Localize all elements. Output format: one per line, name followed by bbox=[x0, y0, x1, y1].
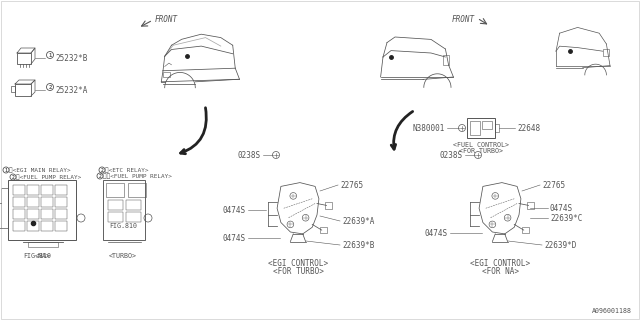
Text: 0238S: 0238S bbox=[440, 150, 463, 159]
Bar bbox=[320, 227, 328, 233]
Text: FRONT: FRONT bbox=[155, 14, 178, 23]
Text: 22765: 22765 bbox=[340, 180, 363, 189]
Text: <EGI CONTROL>: <EGI CONTROL> bbox=[268, 259, 328, 268]
Bar bbox=[27, 185, 39, 195]
Bar bbox=[495, 124, 499, 132]
Bar bbox=[482, 121, 492, 129]
Bar bbox=[163, 72, 170, 77]
Text: 22765: 22765 bbox=[542, 180, 565, 189]
Bar bbox=[55, 185, 67, 195]
Text: FRONT: FRONT bbox=[452, 14, 475, 23]
Bar bbox=[55, 209, 67, 219]
Text: 2: 2 bbox=[100, 167, 104, 172]
Text: <FOR TURBO>: <FOR TURBO> bbox=[273, 267, 323, 276]
Text: 25232*A: 25232*A bbox=[55, 85, 88, 94]
Text: ②<FUEL PUMP RELAY>: ②<FUEL PUMP RELAY> bbox=[16, 174, 81, 180]
Bar bbox=[15, 84, 31, 96]
Bar bbox=[126, 200, 141, 210]
Bar bbox=[41, 209, 53, 219]
Bar bbox=[522, 227, 529, 233]
Bar bbox=[527, 202, 534, 209]
Text: ②②<FUEL PUMP RELAY>: ②②<FUEL PUMP RELAY> bbox=[103, 173, 172, 179]
Bar bbox=[8, 180, 76, 240]
Text: 0474S: 0474S bbox=[550, 204, 573, 212]
Text: 0474S: 0474S bbox=[425, 228, 448, 237]
Bar bbox=[126, 212, 141, 222]
Bar bbox=[324, 202, 332, 209]
Text: <FUEL CONTROL>: <FUEL CONTROL> bbox=[453, 142, 509, 148]
Text: 2: 2 bbox=[49, 84, 52, 90]
Text: ①<EGI MAIN RELAY>: ①<EGI MAIN RELAY> bbox=[9, 167, 70, 173]
Bar bbox=[17, 53, 31, 64]
Text: 1: 1 bbox=[4, 167, 8, 172]
Text: 22639*D: 22639*D bbox=[544, 241, 577, 250]
Bar bbox=[103, 180, 145, 240]
Bar bbox=[108, 200, 123, 210]
Text: <FOR NA>: <FOR NA> bbox=[481, 267, 518, 276]
Bar bbox=[467, 118, 495, 138]
Text: 25232*B: 25232*B bbox=[55, 53, 88, 62]
Bar bbox=[27, 221, 39, 231]
Text: 0474S: 0474S bbox=[223, 234, 246, 243]
Text: <EGI CONTROL>: <EGI CONTROL> bbox=[470, 259, 530, 268]
Text: N380001: N380001 bbox=[413, 124, 445, 132]
Bar bbox=[28, 242, 58, 247]
Bar bbox=[13, 185, 25, 195]
Bar bbox=[11, 86, 15, 92]
Bar bbox=[27, 209, 39, 219]
Text: <FOR TURBO>: <FOR TURBO> bbox=[459, 148, 503, 154]
Bar bbox=[106, 183, 124, 197]
Bar bbox=[470, 121, 480, 135]
Bar bbox=[13, 197, 25, 207]
Text: ②<ETC RELAY>: ②<ETC RELAY> bbox=[105, 167, 148, 173]
Text: A096001188: A096001188 bbox=[592, 308, 632, 314]
Text: 0474S: 0474S bbox=[223, 205, 246, 214]
Bar bbox=[41, 197, 53, 207]
Text: 1: 1 bbox=[49, 52, 52, 58]
Bar bbox=[443, 55, 449, 65]
Text: <TURBO>: <TURBO> bbox=[109, 253, 137, 259]
Text: FIG.810: FIG.810 bbox=[109, 223, 137, 229]
Text: 22639*B: 22639*B bbox=[342, 241, 374, 250]
Bar bbox=[108, 212, 123, 222]
Bar bbox=[55, 197, 67, 207]
Bar bbox=[1, 188, 8, 228]
Text: 22639*A: 22639*A bbox=[342, 217, 374, 226]
Text: 2: 2 bbox=[99, 173, 101, 179]
Text: 2: 2 bbox=[12, 174, 15, 180]
Bar bbox=[128, 183, 146, 197]
Bar bbox=[603, 49, 609, 56]
Text: 22648: 22648 bbox=[517, 124, 540, 132]
Bar bbox=[41, 185, 53, 195]
Text: 0238S: 0238S bbox=[238, 150, 261, 159]
Bar bbox=[13, 209, 25, 219]
Bar bbox=[13, 221, 25, 231]
Bar bbox=[27, 197, 39, 207]
Bar bbox=[41, 221, 53, 231]
Text: 22639*C: 22639*C bbox=[550, 213, 582, 222]
Bar bbox=[55, 221, 67, 231]
Text: <NA>: <NA> bbox=[35, 253, 51, 259]
Text: FIG.810: FIG.810 bbox=[23, 253, 51, 259]
